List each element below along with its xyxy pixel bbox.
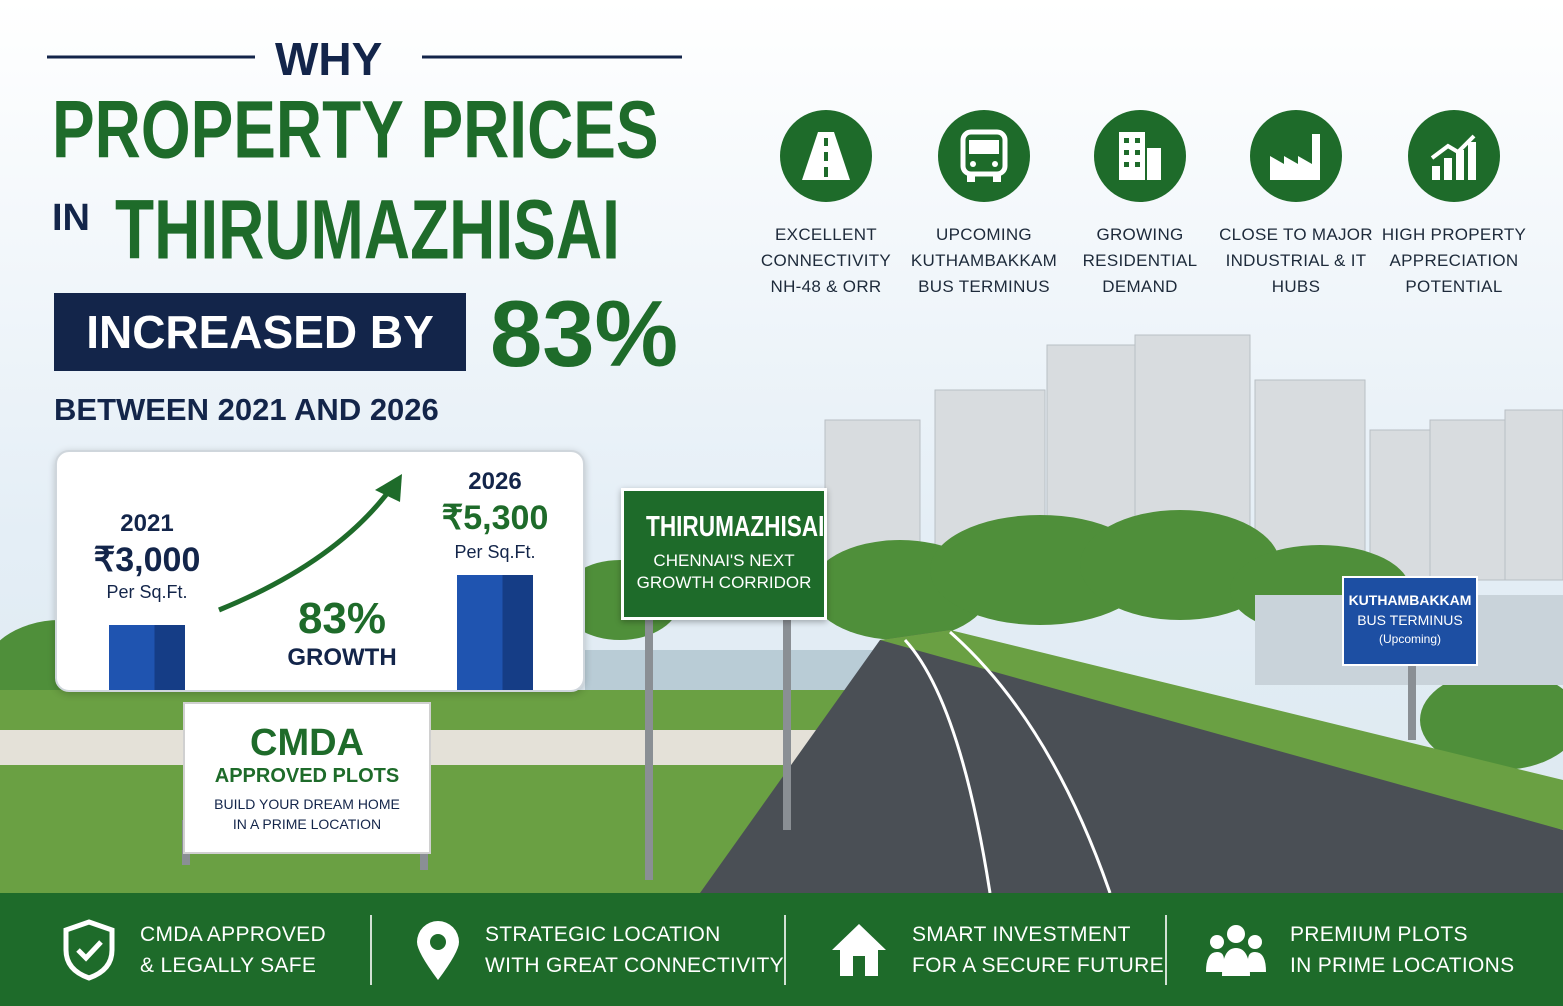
cmda-line: IN A PRIME LOCATION	[232, 816, 382, 832]
year-label: 2021	[120, 510, 174, 537]
feature: UPCOMING KUTHAMBAKKAM BUS TERMINUS	[904, 110, 1064, 300]
feature-label: DEMAND	[1102, 277, 1178, 296]
footer-text: PREMIUM PLOTS IN PRIME LOCATIONS	[1290, 919, 1514, 981]
in-label: IN	[52, 197, 90, 239]
price-bar	[457, 575, 533, 690]
feature-label: APPRECIATION	[1389, 251, 1519, 270]
feature-label: CLOSE TO MAJOR	[1219, 225, 1373, 244]
why-label: WHY	[275, 33, 383, 85]
sign-line: (Upcoming)	[1378, 632, 1441, 646]
footer-icon	[417, 920, 459, 980]
icon	[1270, 134, 1320, 180]
icon	[960, 129, 1008, 182]
feature-label: CONNECTIVITY	[760, 251, 892, 270]
price-bar	[109, 624, 185, 690]
footer-item: SMART INVESTMENT FOR A SECURE FUTURE	[828, 893, 1164, 1006]
feature-label: UPCOMING	[936, 225, 1032, 244]
feature-icon	[780, 110, 872, 202]
feature-icon	[1250, 110, 1342, 202]
increased-badge: INCREASED BY	[54, 293, 466, 371]
terminus-sign: KUTHAMBAKKAM BUS TERMINUS (Upcoming)	[1342, 576, 1478, 666]
unit-label: Per Sq.Ft.	[454, 542, 536, 562]
footer-line: SMART INVESTMENT	[912, 922, 1131, 946]
sign-line: CHENNAI'S NEXT	[653, 551, 795, 570]
price-label: ₹5,300	[441, 499, 549, 537]
feature-label: NH-48 & ORR	[770, 277, 882, 296]
cmda-sign: CMDA APPROVED PLOTS BUILD YOUR DREAM HOM…	[183, 702, 431, 854]
icon	[1430, 134, 1476, 180]
footer-line: WITH GREAT CONNECTIVITY	[485, 953, 784, 977]
cmda-subtitle: APPROVED PLOTS	[214, 765, 400, 787]
sign-title: THIRUMAZHISAI	[646, 511, 825, 543]
footer-icon	[63, 918, 115, 981]
feature-icon	[1408, 110, 1500, 202]
feature: CLOSE TO MAJOR INDUSTRIAL & IT HUBS	[1216, 110, 1376, 300]
feature-icon	[938, 110, 1030, 202]
footer-line: IN PRIME LOCATIONS	[1290, 953, 1515, 977]
sign-line: KUTHAMBAKKAM	[1348, 592, 1472, 608]
footer-line: CMDA APPROVED	[140, 922, 326, 946]
feature-label: GROWING	[1096, 225, 1184, 244]
footer-item: PREMIUM PLOTS IN PRIME LOCATIONS	[1204, 893, 1514, 1006]
feature-label: EXCELLENT	[775, 225, 877, 244]
feature: HIGH PROPERTY APPRECIATION POTENTIAL	[1374, 110, 1534, 300]
feature-label: HIGH PROPERTY	[1381, 225, 1527, 244]
sign-line: BUS TERMINUS	[1357, 612, 1463, 628]
year-label: 2026	[468, 468, 522, 495]
footer-text: STRATEGIC LOCATION WITH GREAT CONNECTIVIT…	[485, 919, 784, 981]
feature: EXCELLENT CONNECTIVITY NH-48 & ORR	[746, 110, 906, 300]
footer-icon	[832, 923, 886, 976]
icon	[802, 132, 850, 180]
feature-label: BUS TERMINUS	[918, 277, 1050, 296]
feature-label: RESIDENTIAL	[1082, 251, 1198, 270]
sign-line: GROWTH CORRIDOR	[636, 573, 812, 592]
cmda-line: BUILD YOUR DREAM HOME	[214, 796, 400, 812]
footer-item: CMDA APPROVED & LEGALLY SAFE	[60, 893, 326, 1006]
feature-label: INDUSTRIAL & IT	[1225, 251, 1367, 270]
feature: GROWING RESIDENTIAL DEMAND	[1060, 110, 1220, 300]
title-line2: THIRUMAZHISAI	[115, 183, 620, 277]
growth-label: GROWTH	[287, 644, 397, 671]
footer-line: FOR A SECURE FUTURE	[912, 953, 1164, 977]
unit-label: Per Sq.Ft.	[106, 582, 188, 602]
feature-label: POTENTIAL	[1405, 277, 1503, 296]
growth-value: 83%	[297, 594, 387, 643]
icon	[1119, 132, 1161, 180]
footer-line: & LEGALLY SAFE	[140, 953, 317, 977]
footer-item: STRATEGIC LOCATION WITH GREAT CONNECTIVIT…	[413, 893, 784, 1006]
title-line1: PROPERTY PRICES	[52, 83, 659, 176]
price-label: ₹3,000	[93, 541, 201, 579]
footer-text: SMART INVESTMENT FOR A SECURE FUTURE	[912, 919, 1164, 981]
footer-text: CMDA APPROVED & LEGALLY SAFE	[140, 919, 326, 981]
feature-label: KUTHAMBAKKAM	[910, 251, 1058, 270]
cmda-title: CMDA	[250, 722, 364, 764]
footer-line: PREMIUM PLOTS	[1290, 922, 1468, 946]
corridor-sign: THIRUMAZHISAI CHENNAI'S NEXT GROWTH CORR…	[621, 488, 827, 620]
footer-icon	[1206, 924, 1266, 976]
feature-icon	[1094, 110, 1186, 202]
footer-line: STRATEGIC LOCATION	[485, 922, 721, 946]
price-card: 2021 ₹3,000 Per Sq.Ft. 2026 ₹5,300 Per Sq.Ft.…	[55, 450, 585, 692]
feature-label: HUBS	[1271, 277, 1321, 296]
percent-value: 83%	[490, 281, 679, 386]
growth-arrow	[218, 474, 402, 613]
period-label: BETWEEN 2021 AND 2026	[54, 392, 439, 427]
